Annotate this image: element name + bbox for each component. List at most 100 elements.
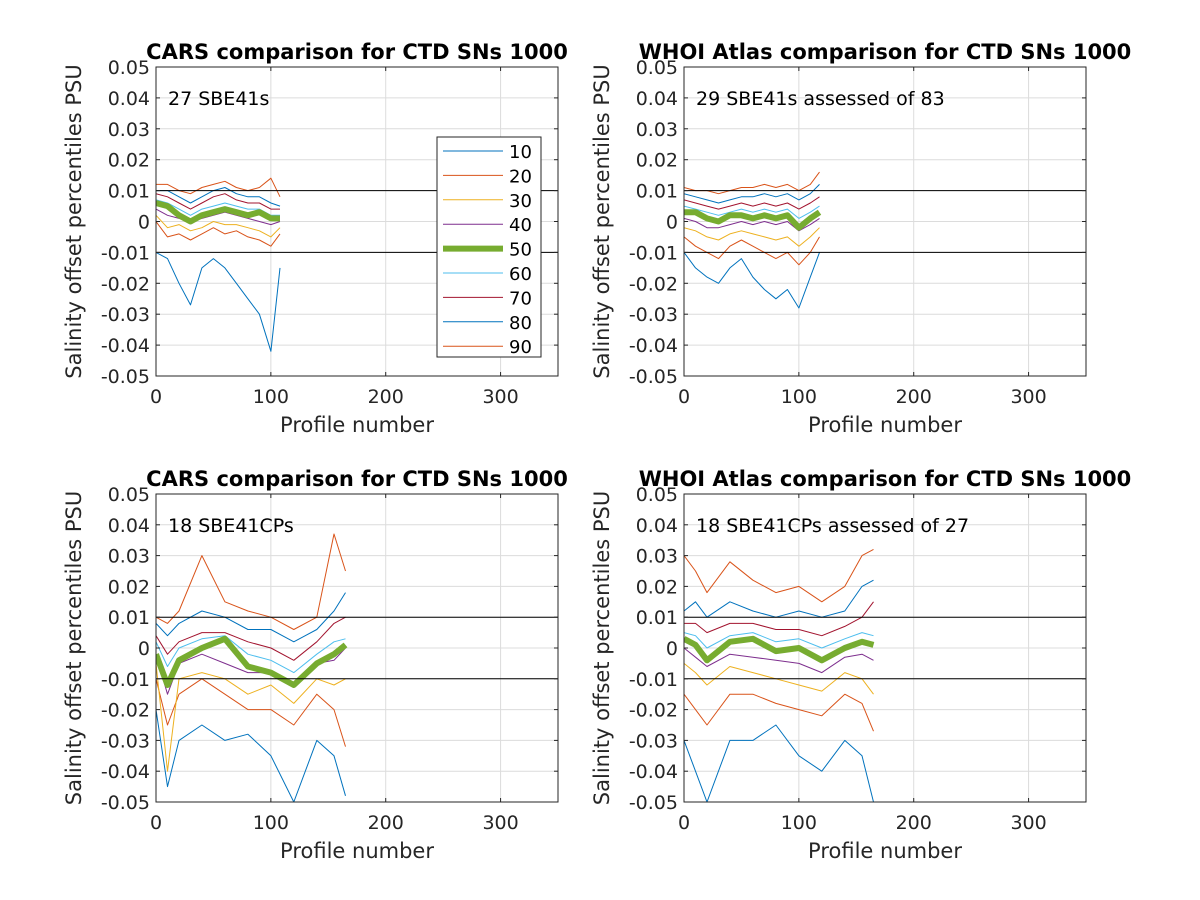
series-line-p40: [684, 647, 874, 674]
x-tick-label: 100: [253, 386, 289, 408]
y-tick-label: 0.02: [636, 150, 678, 172]
legend-label: 40: [509, 215, 532, 236]
series-line-p80: [156, 187, 281, 207]
y-tick-label: -0.02: [101, 700, 150, 722]
y-tick-label: -0.04: [101, 335, 150, 357]
y-tick-label: 0: [138, 212, 150, 234]
series-line-p70: [156, 616, 346, 661]
y-tick-label: -0.01: [629, 242, 678, 264]
y-tick-label: 0.01: [108, 607, 150, 629]
chart-panel-2: 0 100 200 300 -0.05 -0.04 -0.03 -0.02 -0.01 0 0.01…: [590, 40, 1131, 437]
y-tick-label: 0.01: [108, 181, 150, 203]
chart-panel-4: 0 100 200 300 -0.05 -0.04 -0.03 -0.02 -0.01 0 0.01…: [590, 467, 1131, 863]
x-tick-label: 100: [781, 386, 817, 408]
y-tick-label: -0.03: [629, 730, 678, 752]
y-tick-label: 0.03: [636, 546, 678, 568]
chart-title: CARS comparison for CTD SNs 1000: [146, 467, 568, 491]
series-line-p30: [156, 214, 281, 238]
legend-label: 80: [509, 313, 532, 334]
series-line-p90: [156, 533, 346, 630]
y-axis-label: Salinity offset percentiles PSU: [590, 491, 614, 805]
series-line-p90: [684, 548, 874, 603]
panel-annotation: 18 SBE41CPs: [168, 515, 294, 537]
y-tick-label: 0.01: [636, 181, 678, 203]
x-tick-label: 200: [368, 386, 404, 408]
legend: 10 20 30 40 50 60 70 80 90: [436, 136, 542, 358]
y-tick-label: -0.03: [101, 304, 150, 326]
x-tick-label: 200: [896, 812, 932, 834]
y-tick-label: -0.03: [629, 304, 678, 326]
y-tick-label: -0.02: [629, 700, 678, 722]
series-line-p80: [684, 184, 820, 204]
y-tick-label: 0.04: [108, 515, 150, 537]
legend-label: 10: [509, 142, 532, 163]
y-tick-label: 0.02: [108, 150, 150, 172]
y-axis-label: Salinity offset percentiles PSU: [62, 64, 86, 378]
y-tick-label: 0.02: [636, 576, 678, 598]
y-tick-label: -0.01: [101, 242, 150, 264]
y-tick-label: 0: [138, 638, 150, 660]
y-tick-label: 0.04: [636, 88, 678, 110]
y-tick-label: -0.02: [629, 273, 678, 295]
series-group: [156, 533, 348, 802]
x-tick-label: 300: [482, 812, 518, 834]
chart-title: CARS comparison for CTD SNs 1000: [146, 40, 568, 64]
series-line-p10: [684, 252, 820, 309]
x-tick-label: 0: [150, 812, 162, 834]
x-tick-label: 100: [781, 812, 817, 834]
y-tick-label: -0.04: [629, 761, 678, 783]
x-tick-label: 200: [896, 386, 932, 408]
x-tick-label: 300: [1010, 386, 1046, 408]
x-axis-label: Profile number: [808, 413, 962, 437]
y-tick-label: -0.05: [101, 366, 150, 388]
series-line-p50: [156, 200, 280, 225]
panel-annotation: 27 SBE41s: [168, 88, 269, 110]
series-line-p50: [684, 635, 875, 664]
x-tick-label: 300: [482, 386, 518, 408]
y-tick-label: -0.02: [101, 273, 150, 295]
y-axis-label: Salinity offset percentiles PSU: [590, 64, 614, 378]
series-group: [156, 177, 281, 352]
x-tick-label: 0: [678, 386, 690, 408]
y-tick-label: -0.03: [101, 730, 150, 752]
chart-title: WHOI Atlas comparison for CTD SNs 1000: [639, 467, 1132, 491]
y-tick-label: 0.05: [108, 484, 150, 506]
y-tick-label: 0.03: [108, 119, 150, 141]
x-axis-label: Profile number: [280, 413, 434, 437]
legend-label: 90: [509, 337, 532, 358]
series-line-p20: [684, 693, 874, 732]
x-tick-label: 300: [1010, 812, 1046, 834]
legend-label: 30: [509, 191, 532, 212]
series-line-p10: [156, 709, 346, 802]
chart-title: WHOI Atlas comparison for CTD SNs 1000: [639, 40, 1132, 64]
series-line-p70: [684, 196, 820, 210]
y-tick-label: 0.02: [108, 576, 150, 598]
y-tick-label: 0.04: [108, 88, 150, 110]
series-line-p90: [156, 177, 281, 198]
chart-panel-3: 0 100 200 300 -0.05 -0.04 -0.03 -0.02 -0.01 0 0.01…: [62, 467, 568, 863]
y-tick-label: -0.05: [629, 366, 678, 388]
series-group: [684, 548, 875, 802]
y-tick-label: -0.05: [629, 792, 678, 814]
y-axis-label: Salinity offset percentiles PSU: [62, 491, 86, 805]
y-tick-label: 0: [666, 212, 678, 234]
series-line-p30: [684, 227, 820, 247]
series-line-p70: [684, 601, 874, 637]
x-tick-label: 100: [253, 812, 289, 834]
panel-annotation: 29 SBE41s assessed of 83: [696, 88, 945, 110]
y-tick-label: 0.01: [636, 607, 678, 629]
series-line-p50: [156, 635, 348, 688]
y-tick-label: -0.05: [101, 792, 150, 814]
x-axis-label: Profile number: [808, 839, 962, 863]
series-line-p60: [684, 205, 820, 219]
series-line-p80: [156, 592, 346, 643]
x-tick-label: 0: [678, 812, 690, 834]
series-line-p50: [684, 209, 822, 231]
series-line-p40: [684, 217, 820, 232]
y-tick-label: 0.05: [636, 57, 678, 79]
series-line-p10: [156, 251, 281, 352]
series-line-p20: [156, 221, 281, 247]
series-line-p20: [156, 678, 346, 747]
y-tick-label: -0.04: [629, 335, 678, 357]
